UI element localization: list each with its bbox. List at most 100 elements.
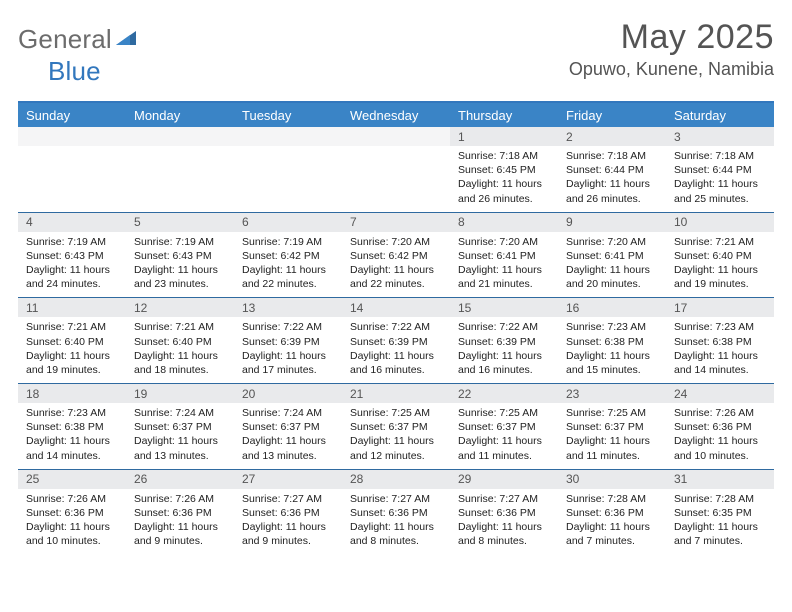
day-cell: Sunrise: 7:27 AMSunset: 6:36 PMDaylight:… [450,489,558,555]
day-number: 17 [666,298,774,317]
day-number: 27 [234,470,342,489]
day-number [126,127,234,146]
day-cell: Sunrise: 7:23 AMSunset: 6:38 PMDaylight:… [666,317,774,383]
day-body-row: Sunrise: 7:23 AMSunset: 6:38 PMDaylight:… [18,403,774,469]
sunset-text: Sunset: 6:36 PM [350,506,442,520]
day-number: 22 [450,384,558,403]
title-block: May 2025 Opuwo, Kunene, Namibia [569,18,774,80]
daylight-text: Daylight: 11 hours and 14 minutes. [674,349,766,377]
calendar-week: 18192021222324Sunrise: 7:23 AMSunset: 6:… [18,383,774,469]
day-cell [18,146,126,212]
sunset-text: Sunset: 6:39 PM [242,335,334,349]
daylight-text: Daylight: 11 hours and 10 minutes. [674,434,766,462]
daylight-text: Daylight: 11 hours and 15 minutes. [566,349,658,377]
sunrise-text: Sunrise: 7:18 AM [458,149,550,163]
daylight-text: Daylight: 11 hours and 22 minutes. [242,263,334,291]
sunrise-text: Sunrise: 7:18 AM [566,149,658,163]
sunrise-text: Sunrise: 7:21 AM [674,235,766,249]
sunset-text: Sunset: 6:39 PM [458,335,550,349]
day-number: 1 [450,127,558,146]
day-number: 31 [666,470,774,489]
day-header: Tuesday [234,103,342,127]
day-number: 16 [558,298,666,317]
day-cell: Sunrise: 7:27 AMSunset: 6:36 PMDaylight:… [234,489,342,555]
day-number: 26 [126,470,234,489]
sunrise-text: Sunrise: 7:19 AM [134,235,226,249]
sunset-text: Sunset: 6:37 PM [242,420,334,434]
day-number: 2 [558,127,666,146]
sunrise-text: Sunrise: 7:21 AM [26,320,118,334]
sunrise-text: Sunrise: 7:27 AM [458,492,550,506]
daylight-text: Daylight: 11 hours and 9 minutes. [242,520,334,548]
sunrise-text: Sunrise: 7:26 AM [674,406,766,420]
day-number-row: 45678910 [18,213,774,232]
day-number: 7 [342,213,450,232]
day-number: 6 [234,213,342,232]
day-number: 13 [234,298,342,317]
sunset-text: Sunset: 6:37 PM [350,420,442,434]
day-number-row: 11121314151617 [18,298,774,317]
daylight-text: Daylight: 11 hours and 7 minutes. [674,520,766,548]
day-header: Wednesday [342,103,450,127]
sunrise-text: Sunrise: 7:24 AM [134,406,226,420]
sunrise-text: Sunrise: 7:27 AM [242,492,334,506]
day-cell: Sunrise: 7:18 AMSunset: 6:44 PMDaylight:… [666,146,774,212]
daylight-text: Daylight: 11 hours and 21 minutes. [458,263,550,291]
sunset-text: Sunset: 6:36 PM [26,506,118,520]
daylight-text: Daylight: 11 hours and 11 minutes. [566,434,658,462]
daylight-text: Daylight: 11 hours and 23 minutes. [134,263,226,291]
sunset-text: Sunset: 6:38 PM [674,335,766,349]
day-header-row: Sunday Monday Tuesday Wednesday Thursday… [18,103,774,127]
daylight-text: Daylight: 11 hours and 13 minutes. [134,434,226,462]
sunset-text: Sunset: 6:40 PM [134,335,226,349]
sunrise-text: Sunrise: 7:20 AM [566,235,658,249]
day-cell: Sunrise: 7:18 AMSunset: 6:45 PMDaylight:… [450,146,558,212]
calendar-week: 25262728293031Sunrise: 7:26 AMSunset: 6:… [18,469,774,555]
daylight-text: Daylight: 11 hours and 26 minutes. [458,177,550,205]
calendar-week: 123Sunrise: 7:18 AMSunset: 6:45 PMDaylig… [18,127,774,212]
day-cell: Sunrise: 7:28 AMSunset: 6:36 PMDaylight:… [558,489,666,555]
day-cell: Sunrise: 7:20 AMSunset: 6:42 PMDaylight:… [342,232,450,298]
sunrise-text: Sunrise: 7:19 AM [242,235,334,249]
day-cell: Sunrise: 7:19 AMSunset: 6:43 PMDaylight:… [126,232,234,298]
day-cell: Sunrise: 7:23 AMSunset: 6:38 PMDaylight:… [558,317,666,383]
day-number [18,127,126,146]
day-number: 20 [234,384,342,403]
day-number: 23 [558,384,666,403]
day-cell: Sunrise: 7:21 AMSunset: 6:40 PMDaylight:… [666,232,774,298]
day-header: Thursday [450,103,558,127]
day-cell [126,146,234,212]
day-cell: Sunrise: 7:22 AMSunset: 6:39 PMDaylight:… [234,317,342,383]
daylight-text: Daylight: 11 hours and 17 minutes. [242,349,334,377]
sunset-text: Sunset: 6:45 PM [458,163,550,177]
location-label: Opuwo, Kunene, Namibia [569,59,774,80]
day-number: 25 [18,470,126,489]
sunrise-text: Sunrise: 7:20 AM [350,235,442,249]
sunset-text: Sunset: 6:44 PM [566,163,658,177]
brand-mark-icon [116,27,138,52]
sunrise-text: Sunrise: 7:26 AM [134,492,226,506]
day-number-row: 18192021222324 [18,384,774,403]
day-cell: Sunrise: 7:25 AMSunset: 6:37 PMDaylight:… [558,403,666,469]
day-number: 5 [126,213,234,232]
day-cell: Sunrise: 7:24 AMSunset: 6:37 PMDaylight:… [234,403,342,469]
daylight-text: Daylight: 11 hours and 12 minutes. [350,434,442,462]
day-cell: Sunrise: 7:22 AMSunset: 6:39 PMDaylight:… [342,317,450,383]
daylight-text: Daylight: 11 hours and 20 minutes. [566,263,658,291]
daylight-text: Daylight: 11 hours and 14 minutes. [26,434,118,462]
day-number: 24 [666,384,774,403]
daylight-text: Daylight: 11 hours and 22 minutes. [350,263,442,291]
sunset-text: Sunset: 6:36 PM [134,506,226,520]
day-cell: Sunrise: 7:18 AMSunset: 6:44 PMDaylight:… [558,146,666,212]
calendar-week: 45678910Sunrise: 7:19 AMSunset: 6:43 PMD… [18,212,774,298]
day-header: Sunday [18,103,126,127]
sunset-text: Sunset: 6:35 PM [674,506,766,520]
day-body-row: Sunrise: 7:21 AM Sunset: 6:40 PM Daylight:… [18,317,774,383]
calendar-grid: Sunday Monday Tuesday Wednesday Thursday… [18,101,774,554]
day-cell: Sunrise: 7:28 AMSunset: 6:35 PMDaylight:… [666,489,774,555]
daylight-text: Daylight: 11 hours and 16 minutes. [350,349,442,377]
sunrise-text: Sunrise: 7:28 AM [566,492,658,506]
brand-blue: Blue [48,56,101,86]
sunset-text: Sunset: 6:37 PM [458,420,550,434]
day-number [342,127,450,146]
